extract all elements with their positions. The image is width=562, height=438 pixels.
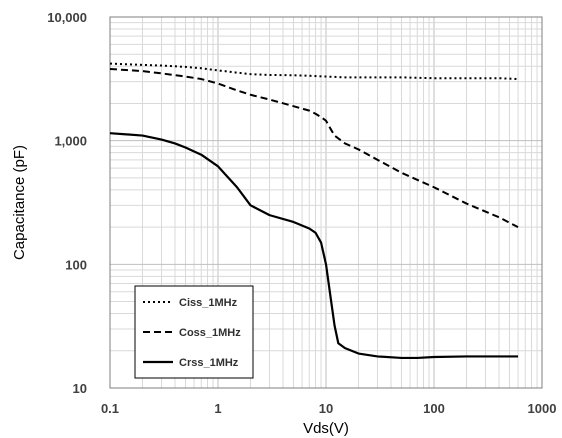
series-line-crss-1mhz: [109, 132, 519, 360]
x-tick-label: 1000: [528, 401, 557, 416]
x-tick-label: 100: [423, 401, 445, 416]
x-tick-label: 0.1: [101, 401, 119, 416]
y-tick-label: 100: [65, 257, 87, 272]
plot-frame: [109, 16, 543, 389]
y-tick-label: 10: [73, 381, 87, 396]
legend-label: Crss_1MHz: [179, 357, 239, 369]
series-line-coss-1mhz: [109, 67, 519, 228]
x-tick-label: 10: [319, 401, 333, 416]
legend-label: Ciss_1MHz: [179, 297, 238, 309]
x-tick-label: 1: [214, 401, 221, 416]
series-line-ciss-1mhz: [109, 62, 519, 81]
grid: [109, 17, 542, 389]
y-tick-label: 10,000: [47, 10, 87, 25]
y-axis-title: Capacitance (pF): [11, 145, 28, 260]
y-tick-label: 1,000: [54, 134, 87, 149]
legend: Ciss_1MHz Coss_1MHz Crss_1MHz: [134, 285, 254, 379]
x-axis-title: Vds(V): [303, 420, 349, 437]
tick-labels: 0.1 1 10 100 1000 10 100 1,000 10,000: [47, 10, 556, 416]
series-layer: [109, 62, 519, 360]
legend-label: Coss_1MHz: [179, 327, 241, 339]
